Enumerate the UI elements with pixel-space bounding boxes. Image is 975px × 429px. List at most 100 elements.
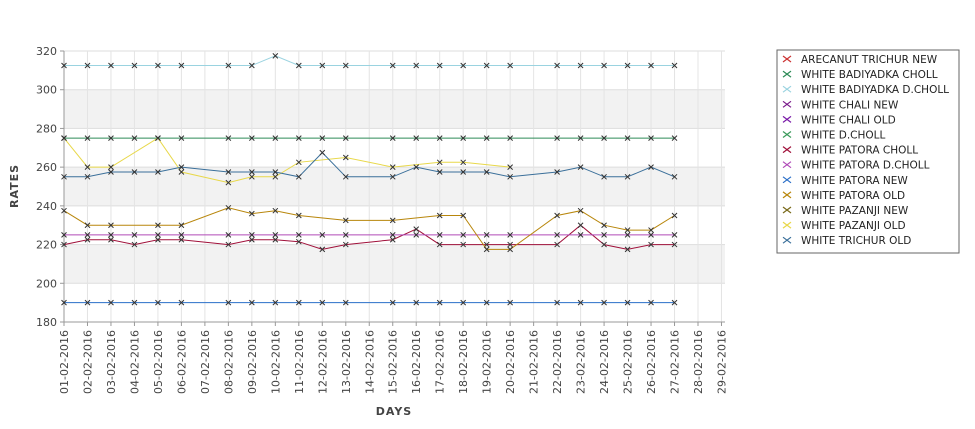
data-point xyxy=(84,62,91,69)
data-point xyxy=(61,173,67,180)
legend-label: WHITE TRICHUR OLD xyxy=(801,235,911,247)
data-point xyxy=(483,299,490,306)
data-point xyxy=(624,232,631,238)
legend-label: ARECANUT TRICHUR NEW xyxy=(801,54,938,66)
data-point xyxy=(436,169,443,175)
data-point xyxy=(319,246,326,253)
data-point xyxy=(225,169,232,175)
data-point xyxy=(577,164,584,170)
legend-label: WHITE PATORA OLD xyxy=(801,190,905,202)
data-point xyxy=(342,173,349,180)
x-tick-label: 10-02-2016 xyxy=(269,330,282,394)
data-point xyxy=(413,62,420,69)
data-point xyxy=(225,135,232,141)
data-point xyxy=(131,62,138,69)
x-tick-label: 03-02-2016 xyxy=(105,330,118,394)
data-point xyxy=(131,135,138,141)
data-point xyxy=(178,164,185,170)
data-point xyxy=(248,236,255,243)
data-point xyxy=(507,232,514,238)
series-white-patora-d-choll xyxy=(61,232,678,238)
data-point xyxy=(295,159,302,166)
legend-marker xyxy=(782,206,792,214)
y-tick-label: 220 xyxy=(36,239,57,252)
x-tick-label: 24-02-2016 xyxy=(598,330,611,394)
legend-marker xyxy=(782,70,792,78)
data-point xyxy=(624,173,631,180)
data-point xyxy=(155,62,161,69)
legend-marker xyxy=(782,131,792,138)
data-point xyxy=(84,299,91,306)
data-point xyxy=(342,299,349,306)
series-white-patora-old xyxy=(61,204,678,253)
x-tick-label: 26-02-2016 xyxy=(645,330,658,394)
data-point xyxy=(342,232,349,238)
series-white-badiyadka-d-choll xyxy=(61,52,678,69)
legend: ARECANUT TRICHUR NEW WHITE BADIYADKA CHOL… xyxy=(776,49,960,254)
plot-background-bands xyxy=(64,89,725,284)
data-point xyxy=(413,164,420,170)
legend-marker xyxy=(782,191,792,199)
data-point xyxy=(389,164,396,170)
legend-label: WHITE CHALI NEW xyxy=(801,99,899,111)
data-point xyxy=(295,135,302,141)
data-point xyxy=(61,232,67,238)
x-tick-label: 01-02-2016 xyxy=(58,330,71,394)
legend-marker xyxy=(782,161,792,169)
data-point xyxy=(155,299,161,306)
x-tick-label: 06-02-2016 xyxy=(175,330,188,394)
data-point xyxy=(272,135,279,141)
x-tick-label: 07-02-2016 xyxy=(199,330,212,394)
data-point xyxy=(84,135,91,141)
data-point xyxy=(108,222,114,229)
data-point xyxy=(225,204,232,211)
y-tick-label: 180 xyxy=(36,316,57,329)
data-point xyxy=(248,210,255,217)
data-point xyxy=(272,299,279,306)
data-point xyxy=(295,299,302,306)
data-point xyxy=(648,227,654,233)
data-point xyxy=(413,232,420,238)
data-point xyxy=(577,222,584,229)
data-point xyxy=(108,236,114,243)
series-white-patora-new xyxy=(61,299,678,306)
data-point xyxy=(601,222,607,229)
y-tick-label: 200 xyxy=(36,277,57,290)
data-point xyxy=(507,135,514,141)
data-point xyxy=(272,173,279,180)
data-point xyxy=(272,207,279,214)
x-tick-label: 02-02-2016 xyxy=(81,330,94,394)
data-point xyxy=(413,299,420,306)
data-point xyxy=(248,135,255,141)
data-point xyxy=(389,173,396,180)
data-point xyxy=(460,299,467,306)
y-tick-label: 260 xyxy=(36,161,57,174)
legend-marker xyxy=(782,176,792,184)
data-point xyxy=(108,164,114,170)
legend-label: WHITE PATORA NEW xyxy=(801,175,908,187)
data-point xyxy=(248,62,255,69)
data-point xyxy=(342,217,349,224)
data-point xyxy=(554,135,560,141)
data-point xyxy=(389,232,396,238)
x-tick-label: 16-02-2016 xyxy=(410,330,423,394)
data-point xyxy=(272,232,279,238)
data-point xyxy=(507,62,514,69)
x-tick-label: 12-02-2016 xyxy=(316,330,329,394)
y-tick-labels: 180 200 220 240 260 280 300 320 xyxy=(36,45,57,329)
data-point xyxy=(84,173,91,180)
data-point xyxy=(389,217,396,224)
series-white-patora-choll xyxy=(61,222,678,253)
data-point xyxy=(436,62,443,69)
data-point xyxy=(483,62,490,69)
series-line xyxy=(63,137,511,184)
data-point xyxy=(601,62,607,69)
legend-label: WHITE PATORA CHOLL xyxy=(801,145,918,157)
plot-band xyxy=(64,244,725,284)
data-point xyxy=(624,62,631,69)
plot-band xyxy=(64,89,725,129)
data-point xyxy=(84,222,91,229)
data-point xyxy=(460,212,467,219)
series-white-badiyadka-choll xyxy=(61,135,678,141)
data-point xyxy=(155,222,161,229)
